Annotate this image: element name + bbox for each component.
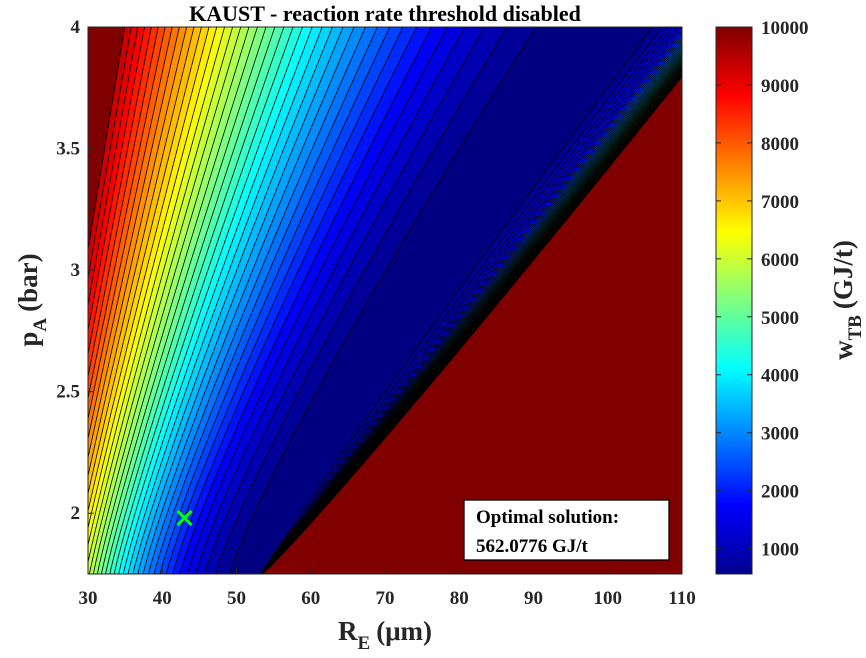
colorbar-tick-label: 1000 xyxy=(761,540,799,561)
y-axis-label-sub: A xyxy=(30,318,51,332)
saturated-region-right xyxy=(261,75,682,574)
y-axis-label-units: (bar) xyxy=(13,253,43,311)
x-tick-label: 50 xyxy=(227,588,246,609)
annotation-box xyxy=(463,499,670,561)
colorbar-label-main: w xyxy=(828,340,858,360)
colorbar-tick-label: 7000 xyxy=(761,192,799,213)
annotation-line-1: Optimal solution: xyxy=(476,507,619,528)
colorbar-tick-label: 3000 xyxy=(761,424,799,445)
x-tick-label: 80 xyxy=(450,588,469,609)
optimal-solution-annotation: Optimal solution: 562.0776 GJ/t xyxy=(463,499,670,561)
x-axis-label-sub: E xyxy=(358,633,371,654)
colorbar-tick-label: 9000 xyxy=(761,76,799,97)
x-axis-ticks: 30 40 50 60 70 80 90 100 110 xyxy=(79,568,696,609)
x-tick-label: 70 xyxy=(376,588,395,609)
x-tick-label: 90 xyxy=(524,588,543,609)
colorbar-tick-label: 5000 xyxy=(761,308,799,329)
y-axis-label-main: p xyxy=(13,332,43,347)
x-axis-label-main: R xyxy=(338,616,358,646)
y-tick-label: 3.5 xyxy=(56,139,80,160)
y-axis-ticks: 2 2.5 3 3.5 4 xyxy=(56,17,94,524)
x-tick-label: 30 xyxy=(79,588,98,609)
y-tick-label: 4 xyxy=(71,17,81,38)
colorbar: 1000 2000 3000 4000 5000 6000 7000 8000 9000 1000… xyxy=(715,18,866,575)
y-tick-label: 2.5 xyxy=(56,382,80,403)
colorbar-gradient xyxy=(715,26,753,575)
y-axis-label: pA (bar) xyxy=(13,253,51,346)
y-tick-label: 2 xyxy=(71,503,81,524)
x-tick-label: 40 xyxy=(153,588,172,609)
colorbar-label: wTB (GJ/t) xyxy=(828,240,866,360)
colorbar-tick-label: 2000 xyxy=(761,482,799,503)
annotation-line-2: 562.0776 GJ/t xyxy=(476,536,589,557)
colorbar-tick-label: 4000 xyxy=(761,366,799,387)
contour-plot-area xyxy=(87,26,683,575)
colorbar-label-sub: TB xyxy=(845,315,866,341)
colorbar-tick-label: 8000 xyxy=(761,134,799,155)
colorbar-tick-label: 6000 xyxy=(761,250,799,271)
optimal-point-marker xyxy=(176,510,193,527)
y-tick-label: 3 xyxy=(71,260,81,281)
x-axis-label-units: (μm) xyxy=(376,616,432,646)
contour-bands xyxy=(88,27,682,574)
chart-title: KAUST - reaction rate threshold disabled xyxy=(189,1,581,26)
x-tick-label: 110 xyxy=(668,588,695,609)
optimal-marker-stroke xyxy=(176,510,193,527)
x-tick-label: 60 xyxy=(301,588,320,609)
colorbar-label-units: (GJ/t) xyxy=(828,240,858,309)
colorbar-ticks: 1000 2000 3000 4000 5000 6000 7000 8000 9000 1000… xyxy=(716,18,809,561)
x-axis-label: RE (μm) xyxy=(338,616,432,654)
colorbar-tick-label: 10000 xyxy=(761,18,809,39)
x-tick-label: 100 xyxy=(594,588,623,609)
saturated-region-left xyxy=(88,27,126,252)
